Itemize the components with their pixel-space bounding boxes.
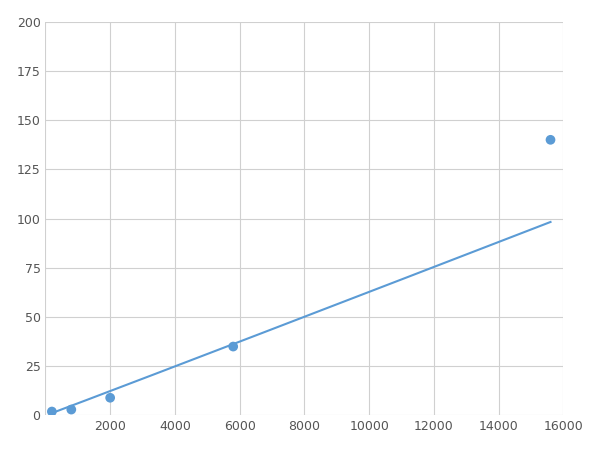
Point (106, 394, 115, 401)
Point (546, 136, 556, 144)
Point (229, 343, 238, 350)
Point (47, 408, 56, 415)
Point (67, 406, 76, 413)
